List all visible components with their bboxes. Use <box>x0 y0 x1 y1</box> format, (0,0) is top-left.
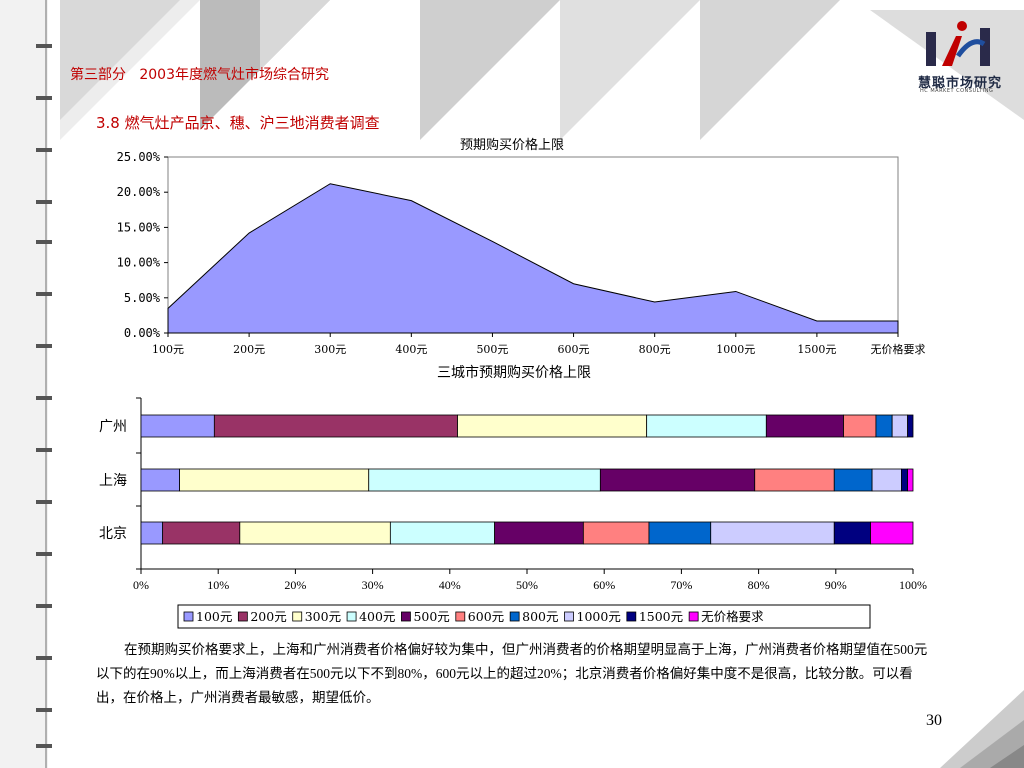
x-tick-label: 400元 <box>395 343 427 356</box>
bar-segment <box>907 414 914 438</box>
legend-label: 200元 <box>250 609 286 624</box>
bar-segment <box>599 468 756 492</box>
bar-segment <box>648 521 712 545</box>
section-label: 第三部分 <box>70 67 126 83</box>
x-tick-label: 10% <box>207 578 229 592</box>
area-chart: 预期购买价格上限 25.00% 20.00% 15.00% 10.00% 5.00% 0.… <box>117 137 926 356</box>
bar-segment <box>213 414 458 438</box>
legend-swatch <box>183 611 194 622</box>
bar-segment <box>901 468 908 492</box>
legend-label: 100元 <box>196 609 232 624</box>
x-tick-label: 90% <box>825 578 847 592</box>
bar-segment <box>833 521 871 545</box>
report-title: 2003年度燃气灶市场综合研究 <box>139 67 329 83</box>
x-tick-label: 500元 <box>476 343 508 356</box>
y-tick-label: 5.00% <box>124 291 161 305</box>
bar-segment <box>162 521 241 545</box>
x-tick-label: 80% <box>748 578 770 592</box>
section-header: 第三部分 2003年度燃气灶市场综合研究 <box>70 64 329 84</box>
x-tick-label: 70% <box>670 578 692 592</box>
legend-label: 300元 <box>305 609 341 624</box>
brand-name: 慧聪市场研究 <box>918 76 1003 91</box>
x-tick-label: 无价格要求 <box>871 342 926 356</box>
x-tick-label: 100% <box>899 578 927 592</box>
legend-swatch <box>237 611 248 622</box>
analysis-paragraph: 在预期购买价格要求上，上海和广州消费者价格偏好较为集中，但广州消费者的价格期望明… <box>96 642 928 705</box>
city-label: 上海 <box>99 473 127 489</box>
bar-segment <box>843 414 877 438</box>
bar-segment <box>140 521 164 545</box>
x-tick-label: 40% <box>439 578 461 592</box>
y-tick-label: 25.00% <box>117 150 161 164</box>
area-chart-title: 预期购买价格上限 <box>460 137 564 153</box>
legend-label: 600元 <box>468 609 504 624</box>
y-tick-label: 15.00% <box>117 220 161 234</box>
legend-label: 400元 <box>359 609 395 624</box>
bar-segment <box>765 414 844 438</box>
bar-segment <box>833 468 873 492</box>
bar-segment <box>907 468 914 492</box>
legend-label: 800元 <box>522 609 558 624</box>
x-tick-label: 300元 <box>314 343 346 356</box>
brand-tagline: HC MARKET CONSULTING <box>920 88 994 94</box>
legend-swatch <box>401 611 411 622</box>
brand-logo-icon <box>926 21 990 66</box>
legend-swatch <box>509 611 520 622</box>
city-label: 广州 <box>99 419 127 435</box>
legend-swatch <box>346 611 357 622</box>
bar-segment <box>140 468 180 492</box>
bar-segment <box>494 521 584 545</box>
bar-segment <box>646 414 767 438</box>
y-tick-label: 0.00% <box>124 326 161 340</box>
bar-segment <box>871 468 902 492</box>
area-series <box>167 183 899 334</box>
legend-swatch <box>564 611 574 622</box>
x-tick-label: 800元 <box>639 343 671 356</box>
x-tick-label: 0% <box>133 578 149 592</box>
x-tick-label: 20% <box>284 578 306 592</box>
legend-label: 1500元 <box>639 609 683 624</box>
bar-segment <box>754 468 835 492</box>
x-tick-label: 30% <box>362 578 384 592</box>
x-tick-label: 1000元 <box>716 343 755 356</box>
legend-swatch <box>455 611 466 622</box>
bar-segment <box>582 521 650 545</box>
x-tick-label: 1500元 <box>797 343 836 356</box>
y-tick-label: 10.00% <box>117 256 161 270</box>
legend-swatch <box>292 611 303 622</box>
legend-label: 500元 <box>413 609 449 624</box>
legend-box <box>177 604 871 629</box>
bar-segment <box>710 521 835 545</box>
page-number: 30 <box>926 712 942 729</box>
bar-segment <box>875 414 893 438</box>
bar-segment <box>389 521 495 545</box>
legend-label: 1000元 <box>577 609 621 624</box>
x-tick-label: 200元 <box>233 343 265 356</box>
bar-segment <box>457 414 648 438</box>
x-tick-label: 60% <box>593 578 615 592</box>
legend-swatch <box>688 611 699 622</box>
x-tick-label: 100元 <box>152 343 184 356</box>
slide-subtitle: 3.8 燃气灶产品京、穗、沪三地消费者调查 <box>96 114 380 132</box>
x-tick-label: 50% <box>516 578 538 592</box>
bar-segment <box>179 468 370 492</box>
x-tick-label: 600元 <box>558 343 590 356</box>
legend-swatch <box>626 611 637 622</box>
y-tick-label: 20.00% <box>117 185 161 199</box>
city-label: 北京 <box>99 526 127 542</box>
bar-segment <box>870 521 914 545</box>
bar-segment <box>891 414 908 438</box>
bar-segment <box>140 414 215 438</box>
bar-chart-title: 三城市预期购买价格上限 <box>437 364 591 381</box>
bar-segment <box>239 521 391 545</box>
legend-label: 无价格要求 <box>701 609 764 624</box>
bar-segment <box>368 468 601 492</box>
